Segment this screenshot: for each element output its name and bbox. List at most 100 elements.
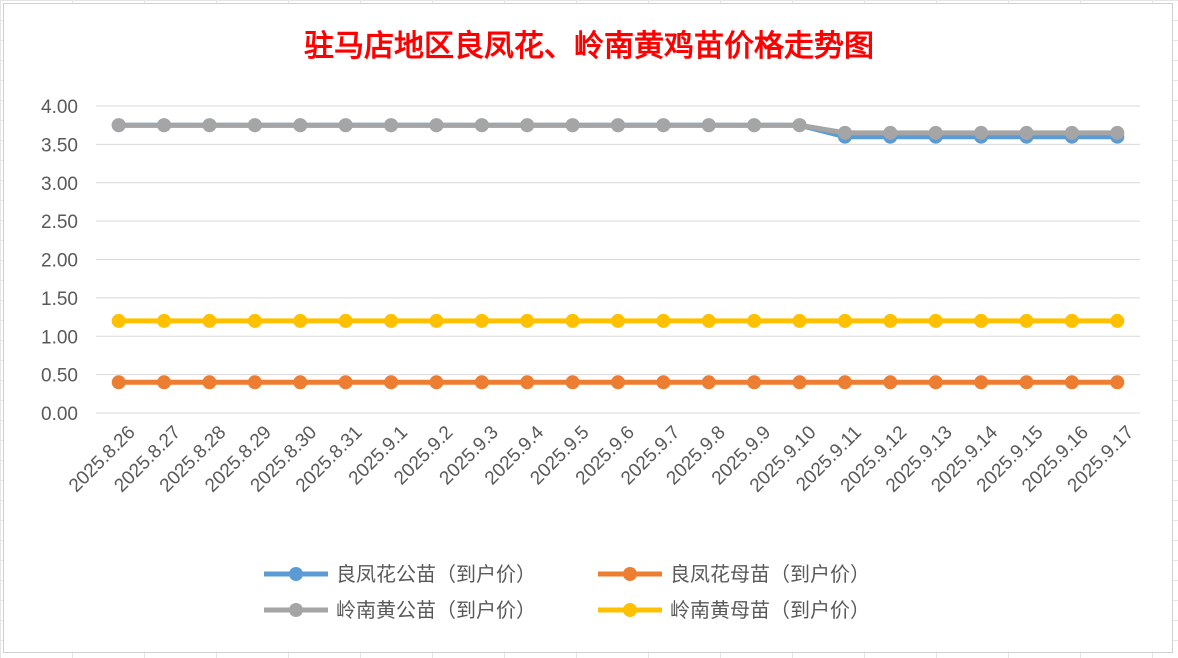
data-point xyxy=(338,313,353,328)
data-point xyxy=(338,118,353,133)
y-tick-label: 1.50 xyxy=(41,289,78,310)
data-point xyxy=(1064,125,1079,140)
y-tick-label: 0.50 xyxy=(41,366,78,387)
data-point xyxy=(974,375,989,390)
data-point xyxy=(111,313,126,328)
data-point xyxy=(928,313,943,328)
data-point xyxy=(520,118,535,133)
data-point xyxy=(656,118,671,133)
data-point xyxy=(611,118,625,133)
legend: 良凤花公苗（到户价） 良凤花母苗（到户价） 岭南黄公苗（到户价） 岭南黄母苗（到户价） xyxy=(264,562,870,622)
data-point xyxy=(928,125,943,140)
data-point xyxy=(837,313,852,328)
data-point xyxy=(247,313,262,328)
legend-marker xyxy=(289,603,303,617)
data-point xyxy=(338,375,353,390)
y-tick-label: 1.00 xyxy=(41,327,78,348)
data-point xyxy=(429,313,444,328)
legend-label: 岭南黄公苗（到户价） xyxy=(336,598,536,622)
legend-label: 岭南黄母苗（到户价） xyxy=(670,598,870,622)
data-point xyxy=(837,125,852,140)
data-point xyxy=(202,375,217,390)
data-point xyxy=(157,375,172,390)
data-point xyxy=(111,375,126,390)
y-axis-ticks: 0.00 0.50 1.00 1.50 2.00 2.50 3.00 3.50 4.00 xyxy=(41,97,78,425)
data-point xyxy=(474,313,489,328)
data-point xyxy=(384,375,399,390)
data-point xyxy=(474,375,489,390)
data-point xyxy=(565,375,580,390)
legend-item[interactable]: 良凤花公苗（到户价） xyxy=(264,562,536,586)
data-point xyxy=(747,313,762,328)
series-lines xyxy=(111,118,1125,390)
data-point xyxy=(974,125,989,140)
data-point xyxy=(520,375,535,390)
y-tick-label: 0.00 xyxy=(41,404,78,425)
data-point xyxy=(928,375,943,390)
data-point xyxy=(974,313,989,328)
data-point xyxy=(520,313,535,328)
data-point xyxy=(792,375,807,390)
data-point xyxy=(384,118,399,133)
data-point xyxy=(656,313,671,328)
data-point xyxy=(1110,375,1125,390)
legend-item[interactable]: 良凤花母苗（到户价） xyxy=(598,562,870,586)
chart-title: 驻马店地区良凤花、岭南黄鸡苗价格走势图 xyxy=(304,29,874,64)
data-point xyxy=(656,375,671,390)
data-point xyxy=(883,375,898,390)
data-point xyxy=(701,313,716,328)
data-point xyxy=(1019,375,1034,390)
data-point xyxy=(1019,125,1034,140)
data-point xyxy=(883,125,898,140)
data-point xyxy=(247,375,262,390)
data-point xyxy=(293,118,308,133)
data-point xyxy=(701,375,716,390)
gridlines xyxy=(96,105,1140,414)
data-point xyxy=(429,118,444,133)
data-point xyxy=(747,118,762,133)
data-point xyxy=(202,313,217,328)
data-point xyxy=(384,313,399,328)
data-point xyxy=(157,118,172,133)
data-point xyxy=(611,313,625,328)
data-point xyxy=(293,375,308,390)
data-point xyxy=(111,118,126,133)
data-point xyxy=(157,313,172,328)
x-axis-ticks: 2025.8.262025.8.272025.8.282025.8.292025… xyxy=(65,422,1138,497)
series-2 xyxy=(111,118,1125,140)
y-tick-label: 2.50 xyxy=(41,212,78,233)
legend-label: 良凤花公苗（到户价） xyxy=(336,562,536,586)
legend-marker xyxy=(623,567,637,581)
data-point xyxy=(565,118,580,133)
data-point xyxy=(1064,313,1079,328)
data-point xyxy=(837,375,852,390)
data-point xyxy=(1110,313,1125,328)
y-tick-label: 4.00 xyxy=(41,97,78,118)
data-point xyxy=(247,118,262,133)
data-point xyxy=(747,375,762,390)
series-3 xyxy=(111,313,1125,328)
legend-item[interactable]: 岭南黄公苗（到户价） xyxy=(264,598,536,622)
legend-item[interactable]: 岭南黄母苗（到户价） xyxy=(598,598,870,622)
data-point xyxy=(883,313,898,328)
data-point xyxy=(792,118,807,133)
legend-marker xyxy=(289,567,303,581)
legend-marker xyxy=(623,603,637,617)
y-tick-label: 2.00 xyxy=(41,251,78,272)
data-point xyxy=(701,118,716,133)
data-point xyxy=(202,118,217,133)
legend-label: 良凤花母苗（到户价） xyxy=(670,562,870,586)
data-point xyxy=(474,118,489,133)
chart-area[interactable] xyxy=(3,3,1173,653)
data-point xyxy=(429,375,444,390)
data-point xyxy=(565,313,580,328)
y-tick-label: 3.00 xyxy=(41,174,78,195)
data-point xyxy=(1110,125,1125,140)
data-point xyxy=(792,313,807,328)
data-point xyxy=(611,375,625,390)
y-tick-label: 3.50 xyxy=(41,135,78,156)
series-1 xyxy=(111,375,1125,390)
data-point xyxy=(1019,313,1034,328)
data-point xyxy=(1064,375,1079,390)
